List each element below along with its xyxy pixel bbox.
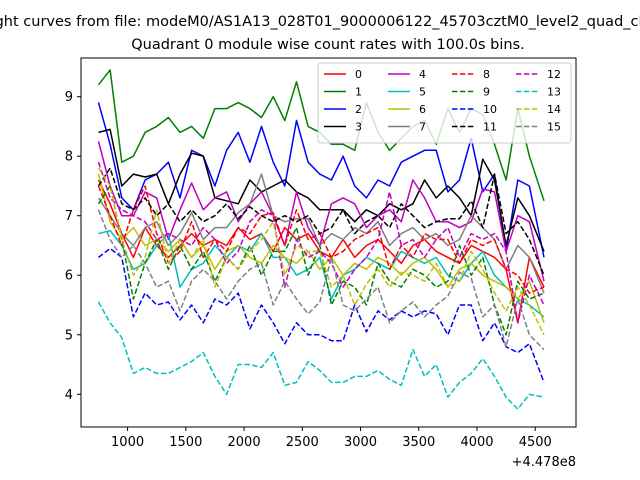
y-axis: 4 5 6 7 8 9 — [65, 90, 81, 403]
x-tick-label: 1000 — [111, 435, 144, 450]
y-tick-label: 6 — [65, 269, 73, 284]
legend-label-4: 4 — [419, 68, 426, 81]
series-6-line — [97, 173, 545, 324]
y-tick-label: 4 — [65, 388, 73, 403]
legend-label-1: 1 — [355, 86, 362, 99]
legend-label-14: 14 — [547, 103, 561, 116]
series-10-line — [98, 247, 545, 383]
legend-label-11: 11 — [483, 121, 497, 134]
legend-label-10: 10 — [483, 103, 497, 116]
x-tick-label: 1500 — [169, 435, 202, 450]
chart-suptitle: Light curves from file: modeM0/AS1A13_02… — [0, 14, 640, 30]
legend-label-0: 0 — [355, 68, 362, 81]
legend-label-8: 8 — [483, 68, 490, 81]
series-5-line — [98, 229, 545, 318]
x-tick-label: 2500 — [286, 435, 319, 450]
x-offset-label: +4.478e8 — [512, 455, 576, 470]
legend-label-12: 12 — [547, 68, 561, 81]
legend-label-7: 7 — [419, 121, 426, 134]
x-tick-label: 3500 — [402, 435, 435, 450]
series-15-line — [97, 209, 545, 351]
series-14-line — [97, 167, 545, 336]
y-tick-label: 8 — [65, 150, 73, 165]
legend-label-2: 2 — [355, 103, 362, 116]
x-tick-label: 4000 — [460, 435, 493, 450]
y-tick-label: 5 — [65, 328, 73, 343]
plot-frame — [80, 57, 577, 428]
legend-label-5: 5 — [419, 86, 426, 99]
legend-label-15: 15 — [547, 121, 561, 134]
series-9-line — [97, 185, 545, 336]
legend-label-13: 13 — [547, 86, 561, 99]
series-3-line — [98, 128, 545, 252]
chart-title: Quadrant 0 module wise count rates with … — [131, 37, 525, 53]
y-tick-label: 7 — [65, 209, 73, 224]
series-2-line — [97, 102, 545, 258]
series-11-line — [97, 167, 545, 276]
legend-label-3: 3 — [355, 121, 362, 134]
x-axis: 1000 1500 2000 2500 3000 3500 4000 4500 — [111, 427, 552, 450]
y-tick-label: 9 — [65, 90, 73, 105]
x-tick-label: 2000 — [228, 435, 261, 450]
x-tick-label: 3000 — [344, 435, 377, 450]
x-tick-label: 4500 — [519, 435, 552, 450]
series-lines — [97, 69, 545, 410]
legend-label-9: 9 — [483, 86, 490, 99]
series-12-line — [97, 161, 545, 324]
legend-box — [317, 62, 572, 144]
series-13-line — [97, 301, 545, 410]
legend-label-6: 6 — [419, 103, 426, 116]
